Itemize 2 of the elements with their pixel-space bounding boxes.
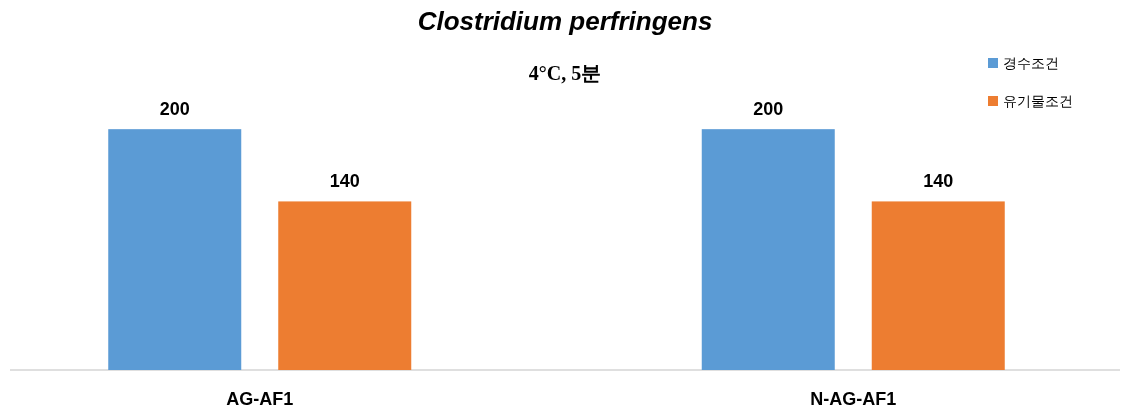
subtitle: 4°C, 5분 xyxy=(528,62,602,84)
title: Clostridium perfringens xyxy=(417,6,713,36)
